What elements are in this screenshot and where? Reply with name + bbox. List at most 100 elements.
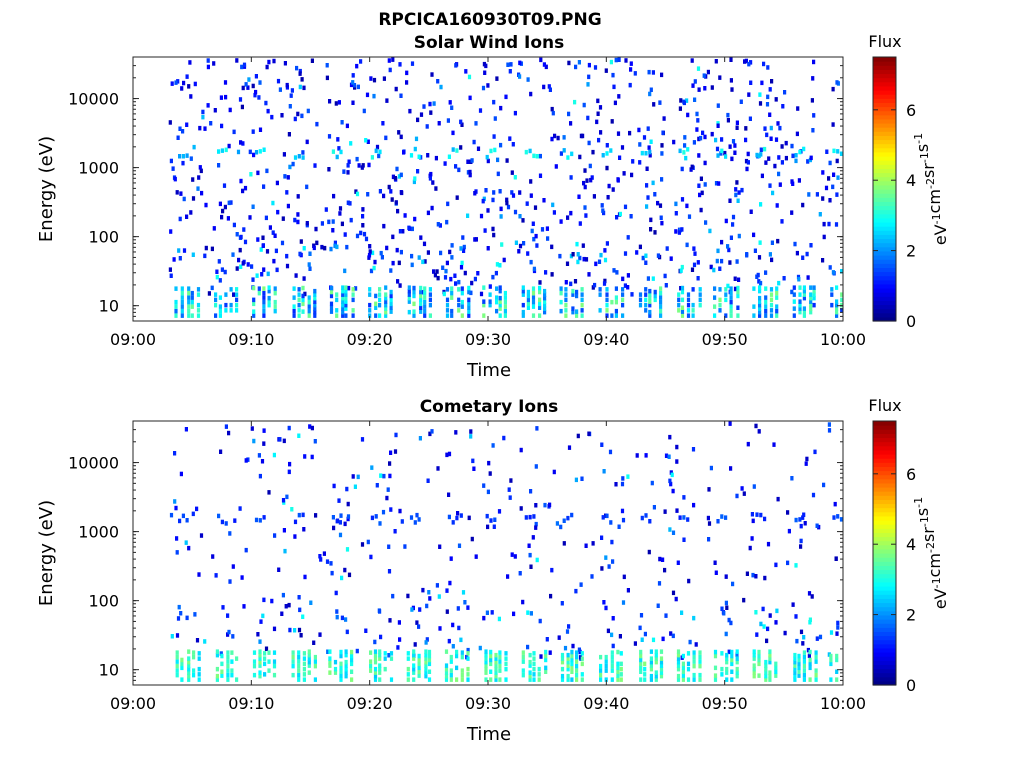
flux-cell — [335, 609, 339, 614]
flux-cell — [550, 567, 554, 573]
flux-cell — [794, 158, 798, 164]
flux-cell — [727, 649, 731, 655]
flux-cell — [169, 273, 173, 278]
flux-cell — [252, 659, 257, 664]
flux-cell — [532, 236, 536, 242]
flux-cell — [235, 677, 239, 682]
flux-cell — [394, 86, 398, 92]
flux-cell — [368, 308, 372, 313]
flux-cell — [801, 202, 805, 208]
flux-cell — [554, 164, 558, 169]
flux-cell — [432, 101, 436, 106]
flux-cell — [584, 213, 588, 218]
flux-cell — [797, 657, 801, 663]
flux-cell — [685, 242, 689, 248]
flux-cell — [745, 166, 749, 172]
flux-cell — [611, 187, 615, 192]
flux-cell — [423, 290, 427, 296]
flux-cell — [360, 437, 365, 442]
flux-cell — [566, 652, 570, 658]
flux-cell — [676, 649, 681, 654]
flux-cell — [444, 673, 449, 679]
flux-cell — [423, 304, 427, 309]
flux-cell — [175, 659, 179, 664]
flux-cell — [385, 245, 389, 251]
colorbar-segment — [873, 441, 896, 447]
flux-cell — [298, 68, 302, 74]
flux-cell — [813, 449, 817, 455]
flux-cell — [206, 103, 210, 108]
flux-cell — [459, 246, 463, 251]
flux-cell — [611, 72, 615, 78]
flux-cell — [412, 313, 416, 318]
flux-cell — [459, 119, 463, 125]
flux-cell — [466, 647, 470, 653]
flux-cell — [356, 474, 360, 480]
flux-cell — [680, 297, 685, 303]
flux-cell — [267, 302, 271, 308]
flux-cell — [729, 299, 733, 305]
flux-cell — [286, 203, 290, 209]
flux-cell — [227, 430, 231, 436]
flux-cell — [663, 509, 667, 514]
flux-cell — [184, 540, 188, 545]
flux-cell — [187, 308, 191, 314]
flux-cell — [597, 259, 602, 264]
flux-cell — [697, 136, 701, 142]
flux-cell — [329, 561, 333, 566]
flux-cell — [252, 650, 257, 655]
flux-cell — [752, 652, 756, 658]
flux-cell — [413, 146, 417, 152]
flux-cell — [355, 63, 359, 69]
flux-cell — [766, 626, 770, 632]
flux-cell — [391, 260, 395, 266]
flux-cell — [258, 659, 262, 665]
flux-cell — [287, 469, 291, 475]
flux-cell — [764, 673, 768, 679]
flux-cell — [833, 501, 837, 507]
flux-cell — [566, 677, 570, 682]
x-tick-label: 09:00 — [110, 694, 156, 713]
flux-cell — [381, 509, 386, 515]
flux-cell — [174, 80, 178, 85]
flux-cell — [419, 112, 424, 117]
cometary-xlabel: Time — [466, 724, 511, 745]
flux-cell — [425, 124, 429, 129]
flux-cell — [692, 672, 696, 678]
flux-cell — [220, 673, 224, 678]
flux-cell — [677, 308, 681, 313]
flux-cell — [214, 573, 218, 578]
flux-cell — [768, 183, 772, 188]
flux-cell — [412, 285, 416, 291]
flux-cell — [226, 632, 230, 637]
flux-cell — [613, 100, 617, 106]
flux-cell — [621, 276, 625, 282]
flux-cell — [281, 498, 286, 503]
flux-cell — [488, 292, 492, 297]
flux-cell — [802, 677, 806, 682]
flux-cell — [374, 305, 378, 310]
flux-cell — [467, 313, 471, 318]
flux-cell — [580, 302, 584, 308]
flux-cell — [407, 299, 411, 304]
flux-cell — [370, 515, 374, 521]
flux-cell — [236, 149, 241, 155]
flux-cell — [438, 626, 442, 631]
flux-cell — [258, 80, 262, 85]
flux-cell — [428, 176, 432, 181]
flux-cell — [686, 517, 690, 522]
flux-cell — [368, 302, 372, 308]
flux-cell — [240, 64, 244, 70]
flux-cell — [671, 590, 676, 596]
flux-cell — [720, 672, 724, 677]
flux-cell — [489, 653, 493, 659]
flux-cell — [598, 105, 603, 110]
colorbar-segment — [873, 255, 896, 260]
flux-cell — [564, 287, 568, 292]
flux-cell — [351, 287, 355, 292]
flux-cell — [388, 67, 392, 73]
flux-cell — [262, 147, 266, 152]
flux-cell — [300, 77, 304, 82]
flux-cell — [268, 225, 272, 230]
